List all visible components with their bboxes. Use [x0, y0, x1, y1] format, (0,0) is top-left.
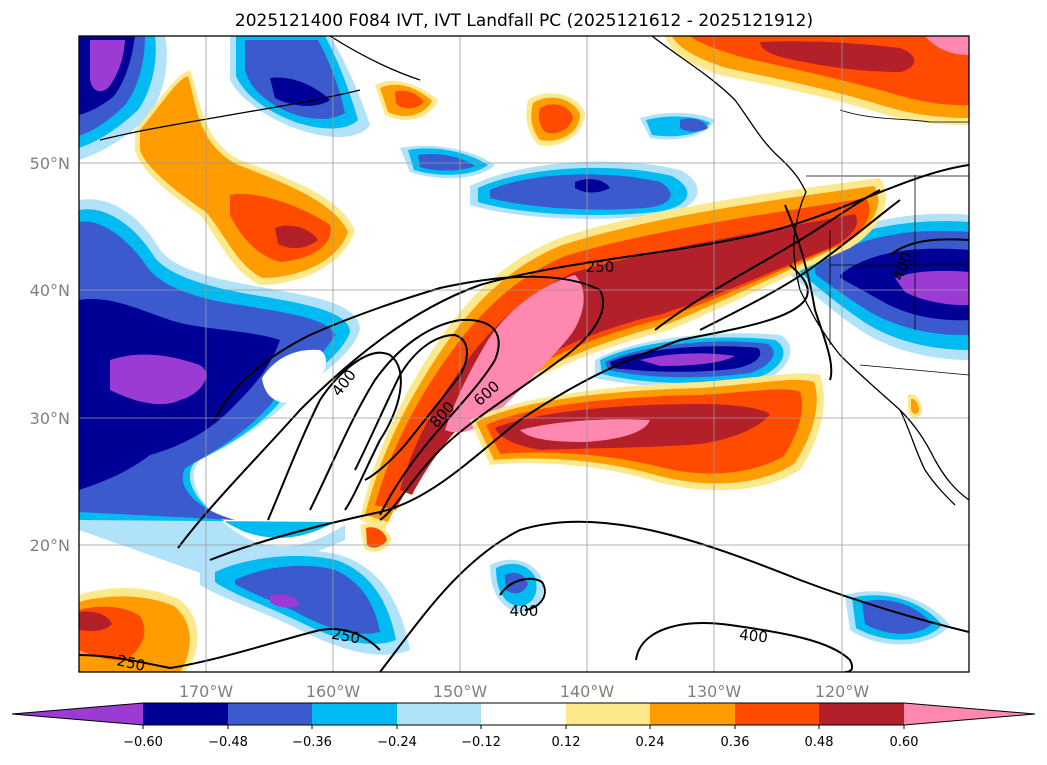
- ivt-contour-250-sw: [79, 628, 381, 670]
- ivt-contour-250-south: [209, 264, 809, 561]
- colorbar-bin-6: [566, 703, 650, 725]
- lat-label-20n: 20°N: [30, 536, 70, 555]
- colorbar-bin-9: [819, 703, 904, 725]
- negative-correlation-west-pacific: [79, 199, 360, 580]
- colorbar-tick-label: 0.60: [890, 735, 919, 750]
- ivt-contour-400-small: [499, 577, 546, 611]
- colorbar-bin-4: [397, 703, 481, 725]
- colorbar-tick-label: −0.12: [461, 735, 501, 750]
- coastline-aleutians: [99, 89, 361, 141]
- ivt-contour-250-main: [177, 164, 969, 549]
- colorbar-tick-label: 0.12: [552, 735, 581, 750]
- lat-label-50n: 50°N: [30, 154, 70, 173]
- positive-correlation-southwest: [79, 394, 922, 672]
- colorbar-extend-min: [12, 703, 143, 725]
- ivt-contour-400-east: [889, 238, 969, 256]
- border-canada-interior: [839, 109, 969, 123]
- contour-label-250-southwest: 250: [115, 651, 147, 675]
- longitude-labels: 170°W 160°W 150°W 140°W 130°W 120°W: [179, 682, 870, 701]
- gridlines: [79, 36, 969, 672]
- lon-label-170w: 170°W: [179, 682, 234, 701]
- colorbar-extend-max: [904, 703, 1035, 725]
- contour-label-400-southeast: 400: [738, 626, 768, 647]
- lon-label-160w: 160°W: [306, 682, 361, 701]
- coastline-north-america: [651, 36, 969, 501]
- colorbar-bin-2: [228, 703, 312, 725]
- colorbar-tick-label: −0.36: [292, 735, 332, 750]
- colorbar: −0.60 −0.48 −0.36 −0.24 −0.12 0.12 0.24 …: [11, 702, 1036, 750]
- negative-correlation-subtropical-band: [595, 333, 791, 387]
- positive-correlation-northeast: [665, 36, 969, 125]
- colorbar-bin-1: [143, 703, 228, 725]
- lon-label-130w: 130°W: [687, 682, 742, 701]
- colorbar-tick-label: 0.36: [721, 735, 750, 750]
- ivt-contour-lines: [79, 164, 969, 672]
- negative-correlation-south: [200, 550, 950, 655]
- colorbar-tick-label: −0.48: [208, 735, 248, 750]
- colorbar-bin-3: [312, 703, 397, 725]
- lat-label-30n: 30°N: [30, 409, 70, 428]
- coastline-alaska: [329, 36, 421, 81]
- latitude-labels: 50°N 40°N 30°N 20°N: [30, 154, 70, 555]
- colorbar-tick-label: −0.60: [123, 735, 163, 750]
- ivt-contour-800: [354, 333, 468, 481]
- lon-label-140w: 140°W: [560, 682, 615, 701]
- coastlines: [99, 36, 969, 506]
- map-panel: 250 400 800 600 400 250 400 250 400: [78, 35, 970, 675]
- map-frame: [78, 35, 970, 673]
- ivt-contour-250-coast: [654, 189, 881, 331]
- negative-correlation-northwest: [79, 36, 370, 160]
- colorbar-bin-7: [650, 703, 735, 725]
- ivt-contour-250-southern: [379, 520, 969, 672]
- colorbar-bin-8: [735, 703, 819, 725]
- ivt-contour-400-subtropical: [635, 622, 854, 672]
- ivt-contour-600: [309, 318, 500, 516]
- colorbar-tick-label: 0.48: [805, 735, 834, 750]
- contour-label-400-south: 400: [510, 602, 539, 620]
- political-borders: [806, 109, 969, 376]
- colorbar-tick-marks: [142, 725, 905, 729]
- negative-correlation-california: [790, 213, 969, 360]
- positive-correlation-subtropical-branch: [470, 373, 824, 491]
- lat-label-40n: 40°N: [30, 281, 70, 300]
- colorbar-bin-5: [481, 703, 566, 725]
- lon-label-150w: 150°W: [433, 682, 488, 701]
- ivt-contour-400-a: [214, 275, 605, 521]
- contour-label-250-south: 250: [330, 625, 361, 648]
- lon-label-120w: 120°W: [815, 682, 870, 701]
- contour-label-250-north: 250: [586, 258, 615, 276]
- border-mexico: [859, 364, 969, 376]
- figure-title: 2025121400 F084 IVT, IVT Landfall PC (20…: [235, 11, 813, 31]
- colorbar-tick-label: −0.24: [377, 735, 417, 750]
- negative-correlation-central-north: [400, 112, 715, 219]
- colorbar-tick-label: 0.24: [636, 735, 665, 750]
- coastline-baja: [899, 409, 956, 506]
- ivt-contour-400-coast: [699, 199, 901, 331]
- ivt-contour-400-ca: [784, 204, 833, 381]
- positive-correlation-northwest: [135, 70, 585, 285]
- ivt-contour-400-b: [267, 351, 402, 521]
